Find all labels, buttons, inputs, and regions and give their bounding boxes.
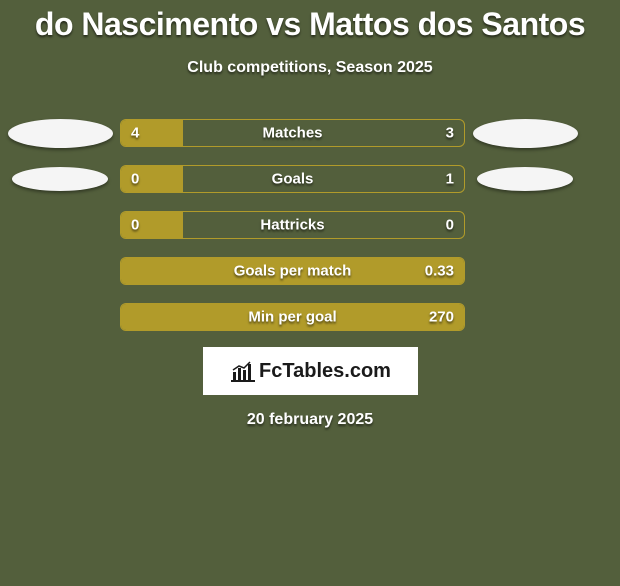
stat-bar: 4 3 Matches: [120, 119, 465, 147]
stat-bar: 0 0 Hattricks: [120, 211, 465, 239]
team-badge-left-slot: [0, 167, 120, 191]
stat-bar: 0.33 Goals per match: [120, 257, 465, 285]
stat-value-right: 0.33: [425, 263, 454, 280]
chart-icon: [229, 360, 255, 382]
stat-value-left: 4: [131, 125, 139, 142]
stat-value-right: 1: [446, 171, 454, 188]
team-badge-right-slot: [465, 119, 585, 148]
page-title: do Nascimento vs Mattos dos Santos: [0, 6, 620, 43]
stat-label: Goals per match: [234, 263, 352, 280]
stat-value-left: 0: [131, 217, 139, 234]
stat-label: Hattricks: [260, 217, 324, 234]
stat-row: 4 3 Matches: [0, 117, 620, 149]
team-badge-left: [8, 119, 113, 148]
stat-value-right: 3: [446, 125, 454, 142]
stat-label: Matches: [262, 125, 322, 142]
stat-row: 0 0 Hattricks: [0, 209, 620, 241]
stat-value-right: 270: [429, 309, 454, 326]
page-subtitle: Club competitions, Season 2025: [0, 59, 620, 77]
branding-text: FcTables.com: [259, 360, 391, 383]
stat-rows: 4 3 Matches 0 1 Goals 0 0 Hattricks 0.33 Goals per…: [0, 117, 620, 333]
team-badge-left: [12, 167, 108, 191]
branding-box: FcTables.com: [203, 347, 418, 395]
date-text: 20 february 2025: [0, 411, 620, 429]
stat-label: Goals: [272, 171, 314, 188]
stat-row: 0.33 Goals per match: [0, 255, 620, 287]
team-badge-right: [477, 167, 573, 191]
team-badge-right-slot: [465, 167, 585, 191]
stat-row: 270 Min per goal: [0, 301, 620, 333]
stat-label: Min per goal: [248, 309, 336, 326]
team-badge-right: [473, 119, 578, 148]
stat-bar: 0 1 Goals: [120, 165, 465, 193]
team-badge-left-slot: [0, 119, 120, 148]
stat-bar: 270 Min per goal: [120, 303, 465, 331]
stat-value-left: 0: [131, 171, 139, 188]
stat-value-right: 0: [446, 217, 454, 234]
stat-row: 0 1 Goals: [0, 163, 620, 195]
